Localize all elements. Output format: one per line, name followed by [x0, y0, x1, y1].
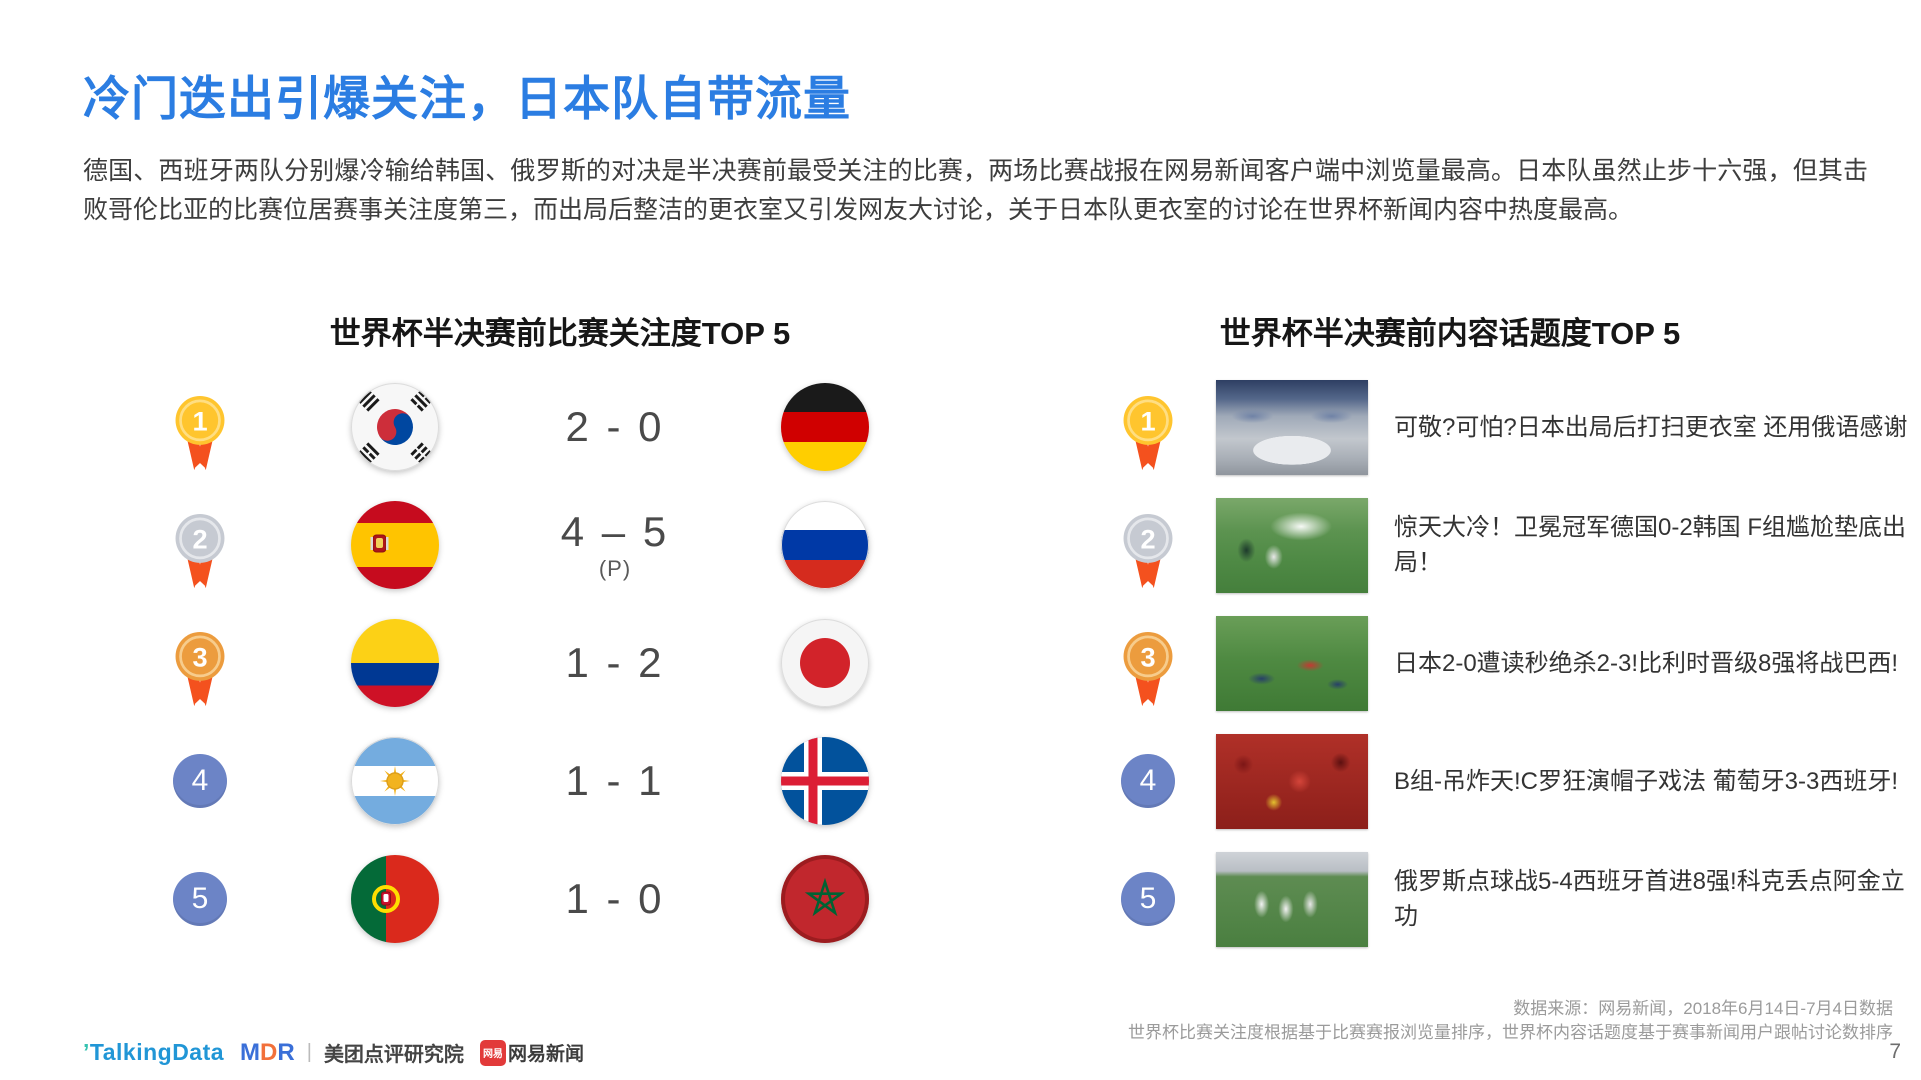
page-number: 7: [1889, 1040, 1901, 1063]
rank-number: 3: [192, 641, 207, 672]
rank-number: 1: [192, 405, 207, 436]
rank-number: 2: [192, 523, 207, 554]
match-row-3: 3 1 - 2: [120, 604, 950, 722]
bronze-medal-icon: 3: [175, 631, 225, 707]
news-thumbnail-russia-celebration: [1216, 851, 1368, 947]
match-score: 1 - 2: [565, 639, 665, 686]
page-title: 冷门迭出引爆关注，日本队自带流量: [83, 72, 851, 125]
gold-medal-icon: 1: [175, 395, 225, 471]
mdr-meituan-logo: MDR | 美团点评研究院: [240, 1038, 464, 1067]
match-row-5: 5 1 - 0: [120, 840, 950, 958]
rank-badge: 4: [1121, 754, 1175, 808]
match-score: 1 - 0: [565, 875, 665, 922]
rank-badge: 5: [173, 872, 227, 926]
rank-number: 2: [1140, 523, 1155, 554]
right-panel-title: 世界杯半决赛前内容话题度TOP 5: [1219, 316, 1681, 351]
silver-medal-icon: 2: [175, 513, 225, 589]
spain-flag-icon: [351, 501, 439, 589]
match-score: 2 - 0: [565, 403, 665, 450]
talkingdata-logo: ’TalkingData: [83, 1039, 225, 1065]
bronze-medal-icon: 3: [1123, 631, 1173, 707]
colombia-flag-icon: [351, 619, 439, 707]
news-row-2: 2 惊天大冷！卫冕冠军德国0-2韩国 F组尴尬垫底出局！: [1080, 486, 1915, 604]
score-note: (P): [598, 556, 632, 581]
news-headline: 可敬?可怕?日本出局后打扫更衣室 还用俄语感谢: [1394, 413, 1908, 441]
morocco-flag-icon: [781, 855, 869, 943]
summary-paragraph: 德国、西班牙两队分别爆冷输给韩国、俄罗斯的对决是半决赛前最受关注的比赛，两场比赛…: [83, 157, 1868, 224]
south-korea-flag-icon: [351, 383, 439, 471]
portugal-flag-icon: [351, 855, 439, 943]
rank-number: 1: [1140, 405, 1155, 436]
news-headline: B组-吊炸天!C罗狂演帽子戏法 葡萄牙3-3西班牙!: [1394, 767, 1899, 795]
news-ranking-list: 1 可敬?可怕?日本出局后打扫更衣室 还用俄语感谢 2 惊天: [1080, 368, 1915, 958]
netease-news-logo: 网易 网易新闻: [479, 1039, 584, 1066]
rank-number: 3: [1140, 641, 1155, 672]
match-row-4: 4: [120, 722, 950, 840]
rank-badge: 4: [173, 754, 227, 808]
news-headline: 惊天大冷！卫冕冠军德国0-2韩国 F组尴尬垫底出局！: [1394, 514, 1907, 576]
news-row-3: 3 日本2-0遭读秒绝杀2-3!比利时晋级8强将战巴西!: [1080, 604, 1915, 722]
match-score: 4 – 5: [560, 508, 670, 555]
news-headline: 日本2-0遭读秒绝杀2-3!比利时晋级8强将战巴西!: [1394, 649, 1899, 677]
news-headline: 俄罗斯点球战5-4西班牙首进8强!科克丢点阿金立功: [1394, 868, 1905, 930]
news-thumbnail-germany-korea: [1216, 497, 1368, 593]
left-panel-title: 世界杯半决赛前比赛关注度TOP 5: [329, 316, 791, 351]
match-row-1: 1: [120, 368, 950, 486]
netease-app-icon: 网易: [479, 1039, 506, 1066]
match-row-2: 2 4 – 5: [120, 486, 950, 604]
news-thumbnail-locker-room: [1216, 379, 1368, 475]
footer-logos: ’TalkingData MDR | 美团点评研究院 网易 网易新闻: [83, 1038, 584, 1067]
news-row-5: 5 俄罗斯点球战5-4西班牙首进8强!科克丢点阿金立功: [1080, 840, 1915, 958]
silver-medal-icon: 2: [1123, 513, 1173, 589]
news-thumbnail-portugal-fans: [1216, 733, 1368, 829]
rank-badge: 5: [1121, 872, 1175, 926]
data-source-note: 数据来源：网易新闻，2018年6月14日-7月4日数据: [1513, 999, 1893, 1018]
japan-flag-icon: [781, 619, 869, 707]
russia-flag-icon: [781, 501, 869, 589]
talkingdata-tick-icon: ’: [83, 1039, 90, 1065]
match-score: 1 - 1: [565, 757, 665, 804]
news-row-4: 4 B组-吊炸天!C罗狂演帽子戏法 葡萄牙3-3西班牙!: [1080, 722, 1915, 840]
methodology-note: 世界杯比赛关注度根据基于比赛赛报浏览量排序，世界杯内容话题度基于赛事新闻用户跟帖…: [1128, 1023, 1893, 1042]
match-ranking-list: 1: [120, 368, 950, 958]
germany-flag-icon: [781, 383, 869, 471]
news-row-1: 1 可敬?可怕?日本出局后打扫更衣室 还用俄语感谢: [1080, 368, 1915, 486]
argentina-flag-icon: [351, 737, 439, 825]
gold-medal-icon: 1: [1123, 395, 1173, 471]
news-thumbnail-japan-belgium: [1216, 615, 1368, 711]
iceland-flag-icon: [781, 737, 869, 825]
